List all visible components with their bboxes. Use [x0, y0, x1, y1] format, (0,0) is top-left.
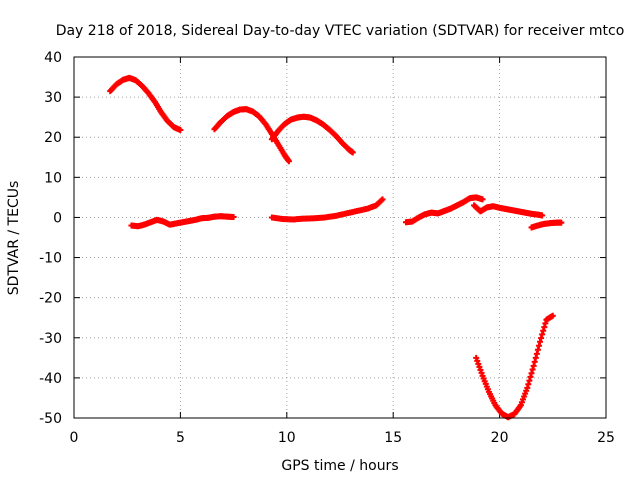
y-tick-label: 40: [44, 50, 62, 66]
y-tick-label: -40: [39, 371, 62, 387]
data-trace-marker: [526, 377, 533, 384]
data-series: [402, 194, 486, 226]
y-tick-label: -20: [39, 291, 62, 307]
x-tick-label: 20: [491, 430, 509, 446]
data-point: [524, 384, 531, 391]
y-tick-label: -10: [39, 251, 62, 267]
data-series: [528, 219, 565, 231]
chart-title: Day 218 of 2018, Sidereal Day-to-day VTE…: [56, 23, 625, 39]
data-trace-marker: [477, 366, 484, 373]
y-tick-label: 10: [44, 170, 62, 186]
data-series: [268, 196, 386, 223]
data-trace-marker: [533, 350, 540, 357]
data-series: [107, 74, 184, 134]
data-point: [473, 354, 480, 361]
y-tick-label: 0: [53, 210, 62, 226]
y-tick-label: -50: [39, 411, 62, 427]
data-point: [549, 312, 556, 319]
data-point: [230, 214, 237, 221]
data-trace-marker: [476, 363, 483, 370]
data-series: [268, 113, 356, 156]
data-trace-marker: [534, 346, 541, 353]
data-point: [537, 338, 544, 345]
data-trace-marker: [538, 335, 545, 342]
data-trace-marker: [474, 357, 481, 364]
y-tick-label: 30: [44, 90, 62, 106]
data-points: [107, 74, 565, 421]
data-point: [539, 212, 546, 219]
data-trace-marker: [525, 381, 532, 388]
data-trace-marker: [478, 369, 485, 376]
x-tick-label: 5: [176, 430, 185, 446]
data-trace-marker: [540, 327, 547, 334]
y-axis-label: SDTVAR / TECUs: [6, 181, 22, 296]
data-series: [471, 202, 546, 219]
data-trace-marker: [542, 320, 549, 327]
data-point: [479, 196, 486, 203]
data-trace-marker: [539, 331, 546, 338]
data-series: [211, 106, 292, 165]
plot-frame: [73, 56, 607, 419]
x-tick-label: 15: [384, 430, 402, 446]
data-trace-marker: [532, 354, 539, 361]
grid-lines: [74, 57, 606, 418]
data-trace-marker: [531, 358, 538, 365]
data-trace-marker: [535, 342, 542, 349]
data-trace-marker: [529, 366, 536, 373]
data-trace-marker: [528, 370, 535, 377]
x-axis-label: GPS time / hours: [281, 458, 398, 474]
data-point: [285, 158, 292, 165]
data-point: [379, 196, 386, 203]
x-tick-label: 0: [70, 430, 79, 446]
data-point: [349, 149, 356, 156]
data-point: [530, 362, 537, 369]
data-series: [128, 213, 237, 230]
x-tick-label: 25: [597, 430, 615, 446]
y-tick-label: -30: [39, 331, 62, 347]
y-tick-label: 20: [44, 130, 62, 146]
data-trace-marker: [541, 324, 548, 331]
data-point: [558, 219, 565, 226]
data-point: [177, 127, 184, 134]
x-tick-label: 10: [278, 430, 296, 446]
data-trace-marker: [475, 360, 482, 367]
data-trace-marker: [527, 373, 534, 380]
data-series: [473, 312, 556, 421]
